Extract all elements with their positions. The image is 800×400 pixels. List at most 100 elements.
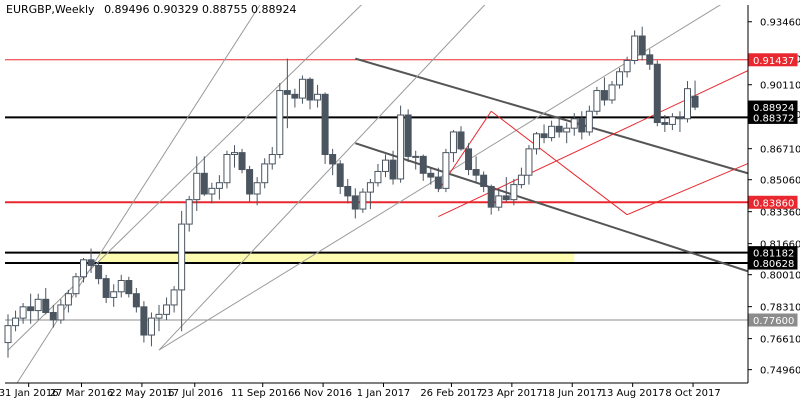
candle-body-bull (382, 159, 389, 172)
candle (684, 81, 691, 123)
candle-body-bull (298, 78, 306, 99)
candle (261, 158, 269, 189)
candle (472, 156, 480, 183)
candle-body-bull (163, 304, 171, 315)
y-tick-label: 0.78310 (760, 303, 800, 314)
candle (449, 130, 457, 163)
candle (4, 314, 12, 358)
candle (291, 88, 299, 108)
candle-body-bull (72, 276, 80, 295)
candle (223, 150, 231, 189)
candle (12, 310, 20, 332)
candle (434, 167, 442, 193)
y-tick-label: 0.74960 (760, 366, 800, 377)
level-price-tag: 0.91437 (748, 53, 798, 67)
candle (600, 77, 608, 106)
candle-body-bull (110, 291, 118, 298)
candle (359, 188, 367, 213)
candle-body-bull (442, 152, 450, 189)
y-tick-label: 0.80010 (760, 271, 800, 282)
candle (653, 60, 661, 127)
x-tick-label: 17 Jul 2016 (166, 388, 223, 399)
candle (306, 77, 314, 110)
candle-body-bear (344, 185, 352, 197)
candle (533, 131, 540, 155)
level-price-tag-text: 0.81182 (753, 249, 794, 260)
candle (374, 163, 382, 187)
candle (276, 83, 284, 159)
candle (502, 177, 510, 202)
candle-body-bear (336, 163, 344, 187)
candle-body-bear (578, 118, 586, 133)
candle (268, 146, 276, 170)
current-price-tag-bg (748, 100, 798, 114)
candle (321, 92, 329, 164)
candle-body-bull (585, 110, 593, 133)
y-tick-label: 0.81660 (760, 240, 800, 251)
symbol-label: EURGBP,Weekly (6, 3, 95, 16)
y-tick-label: 0.93460 (760, 18, 800, 29)
candle-body-bull (178, 223, 186, 291)
candle-body-bull (616, 71, 624, 86)
candle-body-bear (653, 63, 661, 124)
level-price-tag-bg (748, 195, 798, 209)
candle-body-bear (676, 116, 684, 120)
candle-body-bull (253, 182, 261, 195)
level-price-tag-text: 0.91437 (753, 56, 794, 67)
candle (623, 56, 631, 78)
candle (593, 86, 601, 116)
level-price-tag-text: 0.83860 (753, 198, 794, 209)
candle (200, 156, 208, 196)
candle (170, 286, 178, 313)
candle (457, 126, 465, 151)
candle (563, 122, 571, 144)
candle-body-bear (42, 298, 50, 313)
candle-body-bull (261, 163, 269, 184)
trendline-grey-channel (355, 57, 748, 175)
level-price-tag-text: 0.88372 (753, 113, 794, 124)
candle-body-bear (502, 195, 510, 201)
x-tick-label: 1 Jan 2017 (357, 388, 411, 399)
candle-body-bear (555, 125, 563, 133)
level-price-tag: 0.77600 (748, 313, 798, 327)
ohlc-readout: 0.89496 0.90329 0.88755 0.88924 (104, 3, 297, 16)
candle (517, 167, 525, 189)
candle (389, 150, 397, 185)
candle-body-bull (64, 293, 72, 306)
candle-body-bull (57, 304, 65, 321)
candle (253, 177, 261, 206)
candle (404, 109, 412, 163)
trendline-red-zigzag (490, 110, 628, 216)
candle-body-bull (668, 116, 676, 125)
level-price-tag-text: 0.77600 (753, 316, 794, 327)
candle (231, 145, 238, 168)
candle (215, 175, 223, 200)
candle-body-bull (19, 306, 27, 319)
candle-body-bull (570, 118, 578, 129)
candle-body-bull (215, 182, 223, 189)
x-tick-label: 31 Jan 2016 (0, 388, 59, 399)
candle (616, 68, 624, 89)
candle-body-bull (495, 195, 503, 208)
candle-body-bear (283, 90, 291, 95)
x-tick-label: 13 Aug 2017 (601, 388, 665, 399)
axes-layer: 0.934600.915100.901100.885600.867100.850… (0, 5, 800, 399)
candle (87, 248, 95, 273)
candle (27, 293, 35, 324)
candle-body-bear (487, 185, 495, 208)
candle-body-bull (563, 127, 571, 133)
candle-body-bear (306, 78, 314, 101)
candle-body-bull (623, 59, 631, 73)
candle-body-bull (231, 152, 238, 156)
candle-body-bull (525, 148, 533, 176)
candle (525, 145, 533, 185)
candle (661, 115, 669, 132)
candle (427, 167, 435, 185)
current-price-tag-text: 0.88924 (753, 103, 794, 114)
candle (163, 297, 171, 320)
x-tick-label: 22 May 2016 (109, 388, 174, 399)
trendline-layer (7, 5, 748, 383)
candle-body-bull (170, 289, 178, 306)
candle (412, 150, 420, 170)
